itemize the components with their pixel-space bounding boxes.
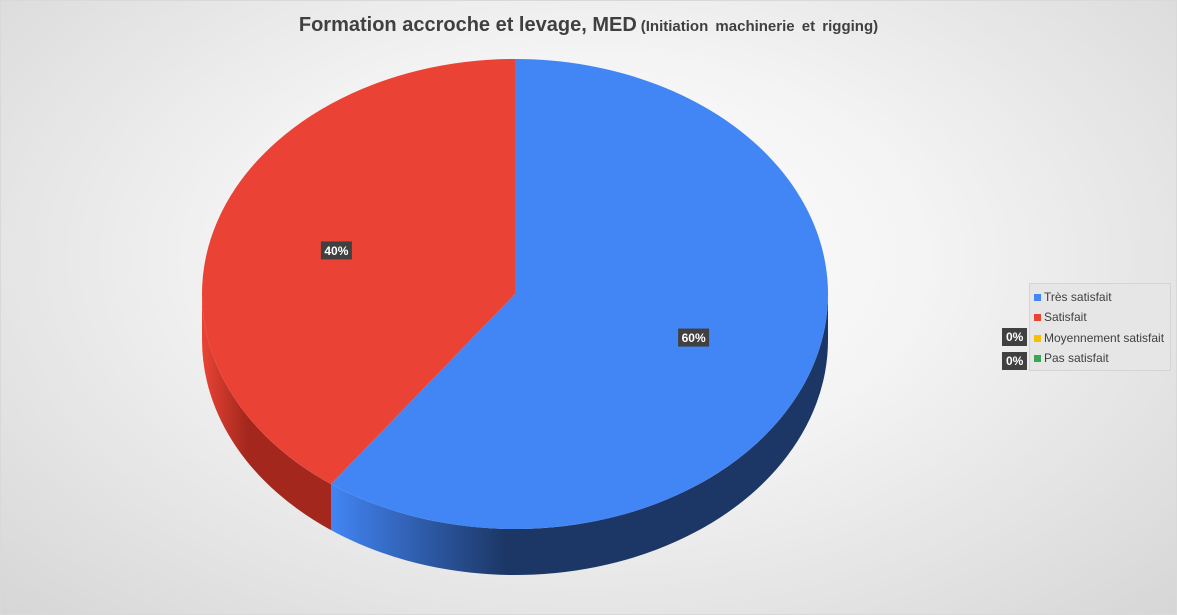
chart-title: Formation accroche et levage, MED — [298, 14, 637, 36]
legend-swatch — [1034, 293, 1041, 301]
chart-title-block: Formation accroche et levage, MED (Initia… — [1, 14, 1176, 37]
legend-item-pas-satisfait: Pas satisfait — [1034, 348, 1109, 368]
legend-item-moyennement-satisfait: Moyennement satisfait — [1034, 328, 1164, 348]
data-label: 40% — [320, 241, 352, 260]
data-label-text: 60% — [682, 331, 706, 345]
pie-slice-side — [202, 294, 332, 531]
pie-sides — [202, 294, 828, 576]
data-label-pas-satisfait: 0% — [1002, 352, 1028, 370]
legend-swatch — [1034, 313, 1041, 321]
chart-subtitle: (Initiation machinerie et rigging) — [640, 18, 879, 35]
pie-slices — [201, 59, 828, 529]
data-label: 60% — [678, 328, 710, 347]
data-label-moyennement-satisfait: 0% — [1002, 328, 1028, 346]
legend-swatch — [1034, 334, 1041, 342]
legend: Très satisfait Satisfait Moyennement sat… — [1029, 283, 1171, 371]
legend-item-satisfait: Satisfait — [1034, 307, 1087, 327]
pie-slice — [201, 59, 516, 485]
data-label-text: 40% — [324, 244, 348, 258]
pie-slice — [331, 59, 828, 529]
legend-label: Pas satisfait — [1044, 351, 1109, 365]
legend-item-tres-satisfait: Très satisfait — [1034, 287, 1112, 307]
legend-label: Satisfait — [1044, 310, 1087, 324]
legend-swatch — [1034, 354, 1041, 362]
legend-label: Très satisfait — [1044, 290, 1112, 304]
legend-label: Moyennement satisfait — [1044, 331, 1165, 345]
pie-slice-side — [331, 294, 828, 576]
